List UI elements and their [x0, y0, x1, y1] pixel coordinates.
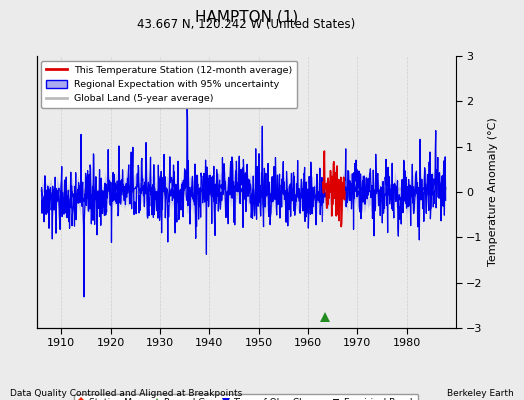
Y-axis label: Temperature Anomaly (°C): Temperature Anomaly (°C)	[488, 118, 498, 266]
Text: 43.667 N, 120.242 W (United States): 43.667 N, 120.242 W (United States)	[137, 18, 355, 31]
Text: Berkeley Earth: Berkeley Earth	[447, 389, 514, 398]
Text: Data Quality Controlled and Aligned at Breakpoints: Data Quality Controlled and Aligned at B…	[10, 389, 243, 398]
Legend: Station Move, Record Gap, Time of Obs. Change, Empirical Break: Station Move, Record Gap, Time of Obs. C…	[74, 394, 419, 400]
Text: HAMPTON (1): HAMPTON (1)	[194, 10, 298, 25]
